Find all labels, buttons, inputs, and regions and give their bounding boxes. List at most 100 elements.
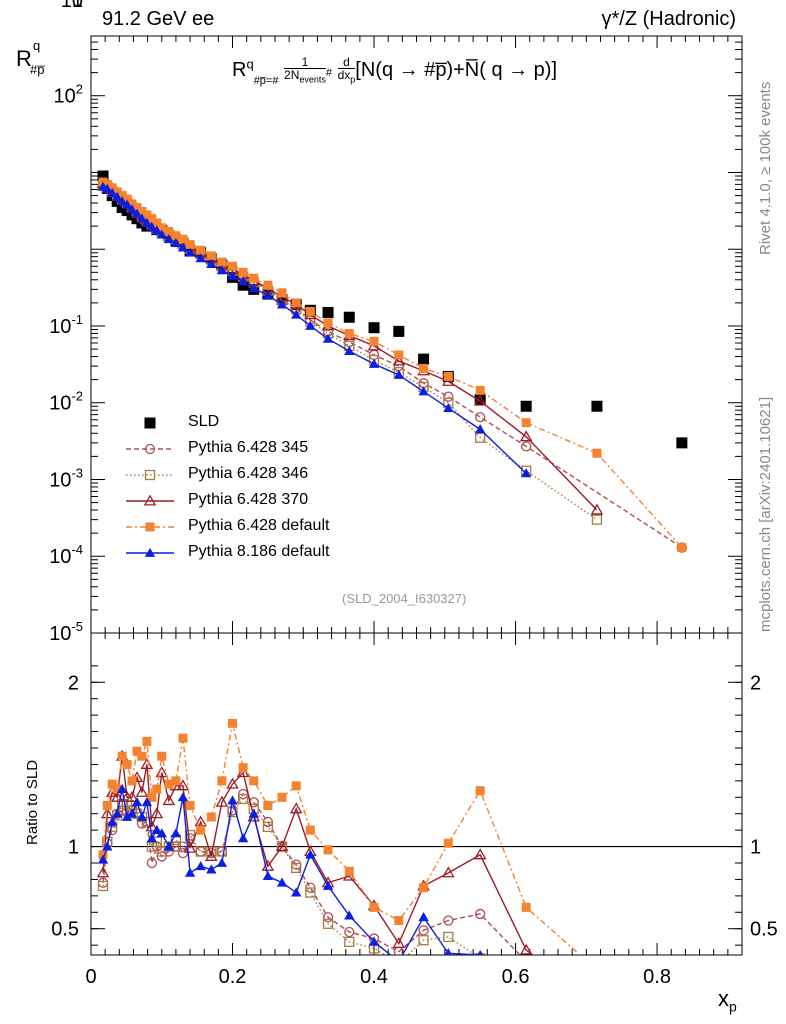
ratio-line-pythia-8-186-default — [102, 788, 482, 955]
formula-hash: # — [325, 66, 333, 79]
ratio-point-pythia-6-428-370 — [96, 866, 110, 878]
ratio-point-pythia-6-428-346 — [184, 829, 196, 841]
ratio-point-pythia-6-428-370 — [226, 777, 239, 789]
ratio-point-pythia-8-186-default — [131, 797, 143, 807]
formula-frac-den: 2N — [284, 68, 300, 82]
data-point-pythia-8-186-default — [322, 333, 334, 343]
ratio-point-pythia-6-428-default — [443, 838, 453, 848]
data-point-pythia-8-186-default — [521, 468, 532, 478]
data-point-pythia-8-186-default — [393, 369, 404, 379]
data-point-pythia-6-428-370 — [392, 354, 406, 366]
ratio-point-pythia-8-186-default — [276, 877, 288, 887]
y-tick-label: 10 — [61, 0, 83, 12]
main-plot-area — [96, 170, 688, 553]
y-tick-label: 1 — [72, 0, 83, 12]
data-point-pythia-6-428-default — [263, 280, 273, 290]
data-point-pythia-8-186-default — [291, 309, 302, 319]
ratio-point-pythia-6-428-default — [277, 792, 287, 802]
data-point-pythia-6-428-default — [521, 418, 531, 428]
ratio-tick-label-right: 2 — [750, 672, 761, 694]
ratio-point-pythia-6-428-370 — [473, 848, 487, 860]
formula-fraction: 1 2Nevents — [284, 56, 326, 85]
data-point-pythia-8-186-default — [131, 208, 143, 218]
ratio-point-pythia-8-186-default — [368, 936, 380, 946]
ratio-point-pythia-8-186-default — [305, 849, 316, 859]
data-point-pythia-6-428-default — [206, 251, 216, 261]
ratio-point-pythia-8-186-default — [418, 912, 429, 922]
ratio-point-pythia-6-428-default — [142, 736, 152, 746]
data-point-sld — [393, 325, 405, 337]
ratio-point-pythia-8-186-default — [97, 854, 109, 864]
ratio-point-pythia-8-186-default — [184, 867, 196, 877]
ratio-point-pythia-6-428-default — [475, 786, 485, 796]
ratio-point-pythia-8-186-default — [112, 808, 123, 818]
data-point-sld — [368, 322, 380, 334]
ratio-point-pythia-6-428-default — [263, 801, 273, 810]
data-point-pythia-8-186-default — [248, 283, 259, 293]
legend-swatch-pythia-6-428-default — [126, 522, 174, 532]
ratio-line-pythia-6-428-345 — [102, 792, 521, 955]
legend-swatch-pythia-6-428-346 — [126, 469, 174, 481]
data-point-pythia-6-428-default — [344, 328, 354, 338]
data-point-pythia-6-428-default — [164, 227, 174, 237]
y-tick-label: 10-1 — [49, 312, 83, 338]
formula-frac-num: 1 — [301, 55, 309, 69]
data-point-pythia-8-186-default — [126, 204, 138, 214]
ratio-point-pythia-8-186-default — [248, 808, 259, 818]
data-point-pythia-6-428-default — [323, 318, 333, 328]
ratio-point-pythia-8-186-default — [146, 833, 158, 843]
ratio-point-pythia-6-428-345 — [146, 857, 158, 869]
ratio-point-pythia-6-428-default — [107, 779, 117, 789]
ratio-point-pythia-6-428-default — [147, 792, 157, 802]
ratio-point-pythia-6-428-default — [196, 825, 206, 835]
data-point-pythia-8-186-default — [112, 191, 123, 201]
legend-label: Pythia 6.428 default — [188, 517, 330, 534]
ratio-point-pythia-6-428-346 — [322, 918, 334, 929]
legend-label: Pythia 6.428 346 — [188, 465, 309, 482]
ratio-point-pythia-8-186-default — [121, 811, 133, 821]
ratio-point-pythia-6-428-default — [323, 845, 333, 855]
ratio-point-pythia-8-186-default — [141, 797, 153, 807]
ratio-point-pythia-6-428-370 — [150, 807, 164, 819]
data-point-pythia-8-186-default — [163, 234, 175, 244]
ratio-point-pythia-6-428-345 — [677, 1000, 686, 1009]
data-point-pythia-8-186-default — [156, 229, 167, 239]
ratio-point-pythia-6-428-346 — [216, 846, 228, 857]
data-point-pythia-6-428-345 — [443, 391, 454, 402]
data-point-pythia-6-428-346 — [591, 514, 603, 525]
data-point-sld — [591, 400, 603, 412]
ratio-point-pythia-6-428-default — [137, 751, 147, 761]
legend-swatch-pythia-8-186-default — [126, 547, 174, 557]
ratio-point-pythia-6-428-default — [419, 883, 429, 893]
ratio-point-pythia-8-186-default — [344, 910, 355, 920]
rivet-version-label: Rivet 4.1.0, ≥ 100k events — [757, 81, 774, 255]
ratio-point-pythia-6-428-default — [185, 801, 195, 810]
ratio-line-pythia-6-428-370 — [102, 756, 534, 955]
ratio-point-pythia-6-428-default — [152, 784, 162, 794]
data-point-pythia-8-186-default — [195, 253, 206, 263]
x-axis-label-main: x — [718, 986, 729, 1011]
data-point-pythia-8-186-default — [121, 199, 133, 209]
ratio-tick-label: 2 — [68, 672, 79, 694]
data-point-pythia-6-428-default — [277, 288, 287, 298]
data-point-sld — [676, 437, 688, 449]
data-point-pythia-8-186-default — [344, 345, 355, 356]
ratio-tick-label-right: 1 — [750, 837, 761, 859]
y-tick-label: 10-2 — [49, 389, 83, 415]
ratio-point-pythia-8-186-default — [177, 792, 189, 802]
ratio-point-pythia-6-428-370 — [162, 794, 176, 806]
data-point-pythia-8-186-default — [368, 358, 380, 368]
data-point-sld — [343, 311, 355, 323]
legend-swatch-pythia-6-428-370 — [126, 494, 174, 506]
data-point-pythia-6-428-default — [249, 273, 259, 283]
formula-derivative: d dxp — [337, 56, 356, 85]
data-point-pythia-8-186-default — [276, 299, 288, 309]
ratio-point-pythia-6-428-370 — [135, 785, 149, 797]
ratio-point-pythia-8-186-default — [237, 833, 249, 843]
ratio-point-pythia-6-428-346 — [305, 887, 316, 898]
ratio-point-pythia-8-186-default — [291, 887, 302, 897]
header-process-label: 91.2 GeV ee — [102, 8, 215, 30]
data-point-pythia-6-428-345 — [475, 411, 486, 423]
ratio-point-pythia-8-186-default — [216, 857, 228, 867]
